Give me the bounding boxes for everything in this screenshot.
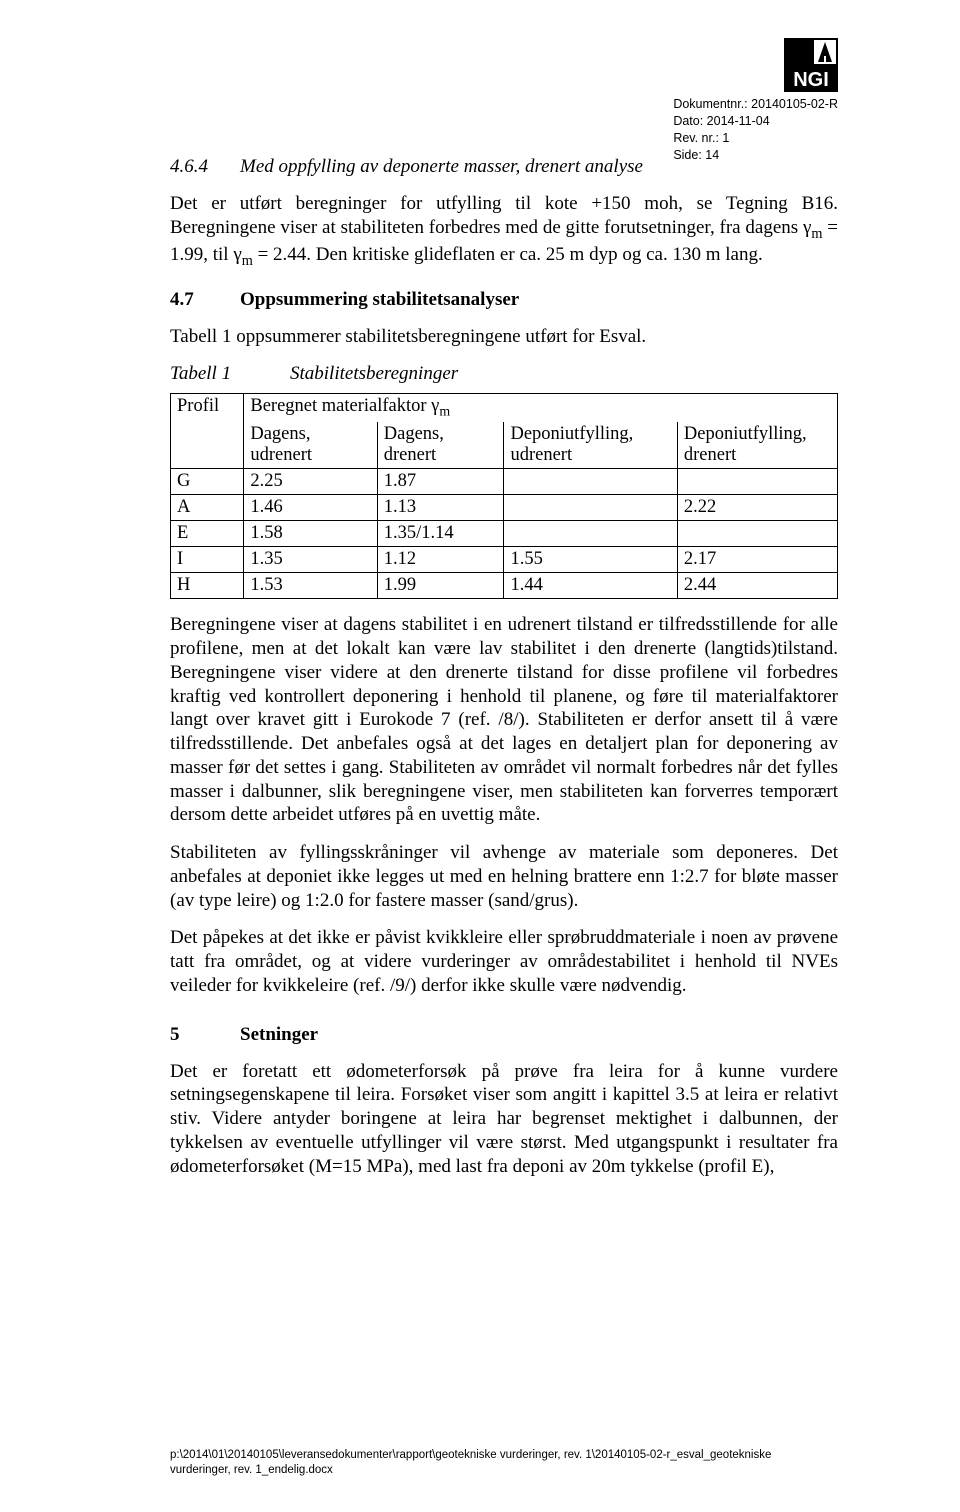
table-cell: A xyxy=(171,495,244,521)
table-header-beregnet: Beregnet materialfaktor γm xyxy=(244,393,838,422)
table-cell: 2.17 xyxy=(677,547,837,573)
table-row: E 1.58 1.35/1.14 xyxy=(171,521,838,547)
para-after-table-3: Det påpekes at det ikke er påvist kvikkl… xyxy=(170,926,838,997)
section-number: 5 xyxy=(170,1024,240,1046)
table-cell xyxy=(504,495,677,521)
subscript: m xyxy=(439,404,450,419)
content: 4.6.4 Med oppfylling av deponerte masser… xyxy=(170,156,838,1178)
table-cell: 1.53 xyxy=(244,573,377,599)
table-header-profil: Profil xyxy=(171,393,244,469)
doc-date: Dato: 2014-11-04 xyxy=(673,113,838,130)
doc-number: Dokumentnr.: 20140105-02-R xyxy=(673,96,838,113)
doc-meta-lines: Dokumentnr.: 20140105-02-R Dato: 2014-11… xyxy=(673,96,838,164)
section-4-7-heading: 4.7 Oppsummering stabilitetsanalyser xyxy=(170,289,838,311)
table-cell: 2.44 xyxy=(677,573,837,599)
section-4-6-4-p1: Det er utført beregninger for utfylling … xyxy=(170,192,838,271)
table-cell xyxy=(677,469,837,495)
stability-table: Profil Beregnet materialfaktor γm Dagens… xyxy=(170,393,838,600)
section-5-heading: 5 Setninger xyxy=(170,1024,838,1046)
table-cell: 1.13 xyxy=(377,495,504,521)
text-part: Det er utført beregninger for utfylling … xyxy=(170,193,838,238)
section-title: Med oppfylling av deponerte masser, dren… xyxy=(240,156,643,178)
table-cell: 1.44 xyxy=(504,573,677,599)
section-number: 4.7 xyxy=(170,289,240,311)
para-after-table-1: Beregningene viser at dagens stabilitet … xyxy=(170,613,838,827)
section-4-7-p1: Tabell 1 oppsummerer stabilitetsberegnin… xyxy=(170,325,838,349)
section-number: 4.6.4 xyxy=(170,156,240,178)
table-cell: H xyxy=(171,573,244,599)
table-caption-text: Stabilitetsberegninger xyxy=(290,363,458,385)
table-cell: 2.25 xyxy=(244,469,377,495)
table-row: A 1.46 1.13 2.22 xyxy=(171,495,838,521)
page: NGI Dokumentnr.: 20140105-02-R Dato: 201… xyxy=(0,0,960,1512)
table-cell: 1.12 xyxy=(377,547,504,573)
ngi-logo: NGI xyxy=(784,38,838,92)
table-cell: G xyxy=(171,469,244,495)
table-subheader: Deponiutfylling, udrenert xyxy=(504,422,677,469)
subscript: m xyxy=(242,253,253,269)
table-cell: 1.35 xyxy=(244,547,377,573)
para-after-table-2: Stabiliteten av fyllingsskråninger vil a… xyxy=(170,841,838,912)
table-cell xyxy=(504,521,677,547)
text-part: = 2.44. Den kritiske glideflaten er ca. … xyxy=(253,244,763,265)
table-cell: 1.35/1.14 xyxy=(377,521,504,547)
table-cell: 2.22 xyxy=(677,495,837,521)
table-cell xyxy=(677,521,837,547)
table-caption-label: Tabell 1 xyxy=(170,363,290,385)
doc-side: Side: 14 xyxy=(673,147,838,164)
table-cell: 1.55 xyxy=(504,547,677,573)
table-subheader: Deponiutfylling, drenert xyxy=(677,422,837,469)
table-cell: I xyxy=(171,547,244,573)
table-cell xyxy=(504,469,677,495)
section-title: Setninger xyxy=(240,1024,318,1046)
table-cell: 1.46 xyxy=(244,495,377,521)
subscript: m xyxy=(811,226,822,242)
section-5-p1: Det er foretatt ett ødometerforsøk på pr… xyxy=(170,1060,838,1179)
section-title: Oppsummering stabilitetsanalyser xyxy=(240,289,519,311)
table-cell: 1.87 xyxy=(377,469,504,495)
table-cell: 1.58 xyxy=(244,521,377,547)
table-header-row: Profil Beregnet materialfaktor γm xyxy=(171,393,838,422)
footer-path: p:\2014\01\20140105\leveransedokumenter\… xyxy=(170,1448,830,1478)
text-part: Beregnet materialfaktor γ xyxy=(250,396,439,416)
table-subheader: Dagens, drenert xyxy=(377,422,504,469)
table-caption: Tabell 1 Stabilitetsberegninger xyxy=(170,363,838,385)
table-cell: 1.99 xyxy=(377,573,504,599)
header-meta: NGI Dokumentnr.: 20140105-02-R Dato: 201… xyxy=(673,38,838,164)
table-row: H 1.53 1.99 1.44 2.44 xyxy=(171,573,838,599)
svg-text:NGI: NGI xyxy=(793,69,829,91)
table-subheader-row: Dagens, udrenert Dagens, drenert Deponiu… xyxy=(171,422,838,469)
table-row: I 1.35 1.12 1.55 2.17 xyxy=(171,547,838,573)
table-subheader: Dagens, udrenert xyxy=(244,422,377,469)
doc-rev: Rev. nr.: 1 xyxy=(673,130,838,147)
table-row: G 2.25 1.87 xyxy=(171,469,838,495)
table-cell: E xyxy=(171,521,244,547)
